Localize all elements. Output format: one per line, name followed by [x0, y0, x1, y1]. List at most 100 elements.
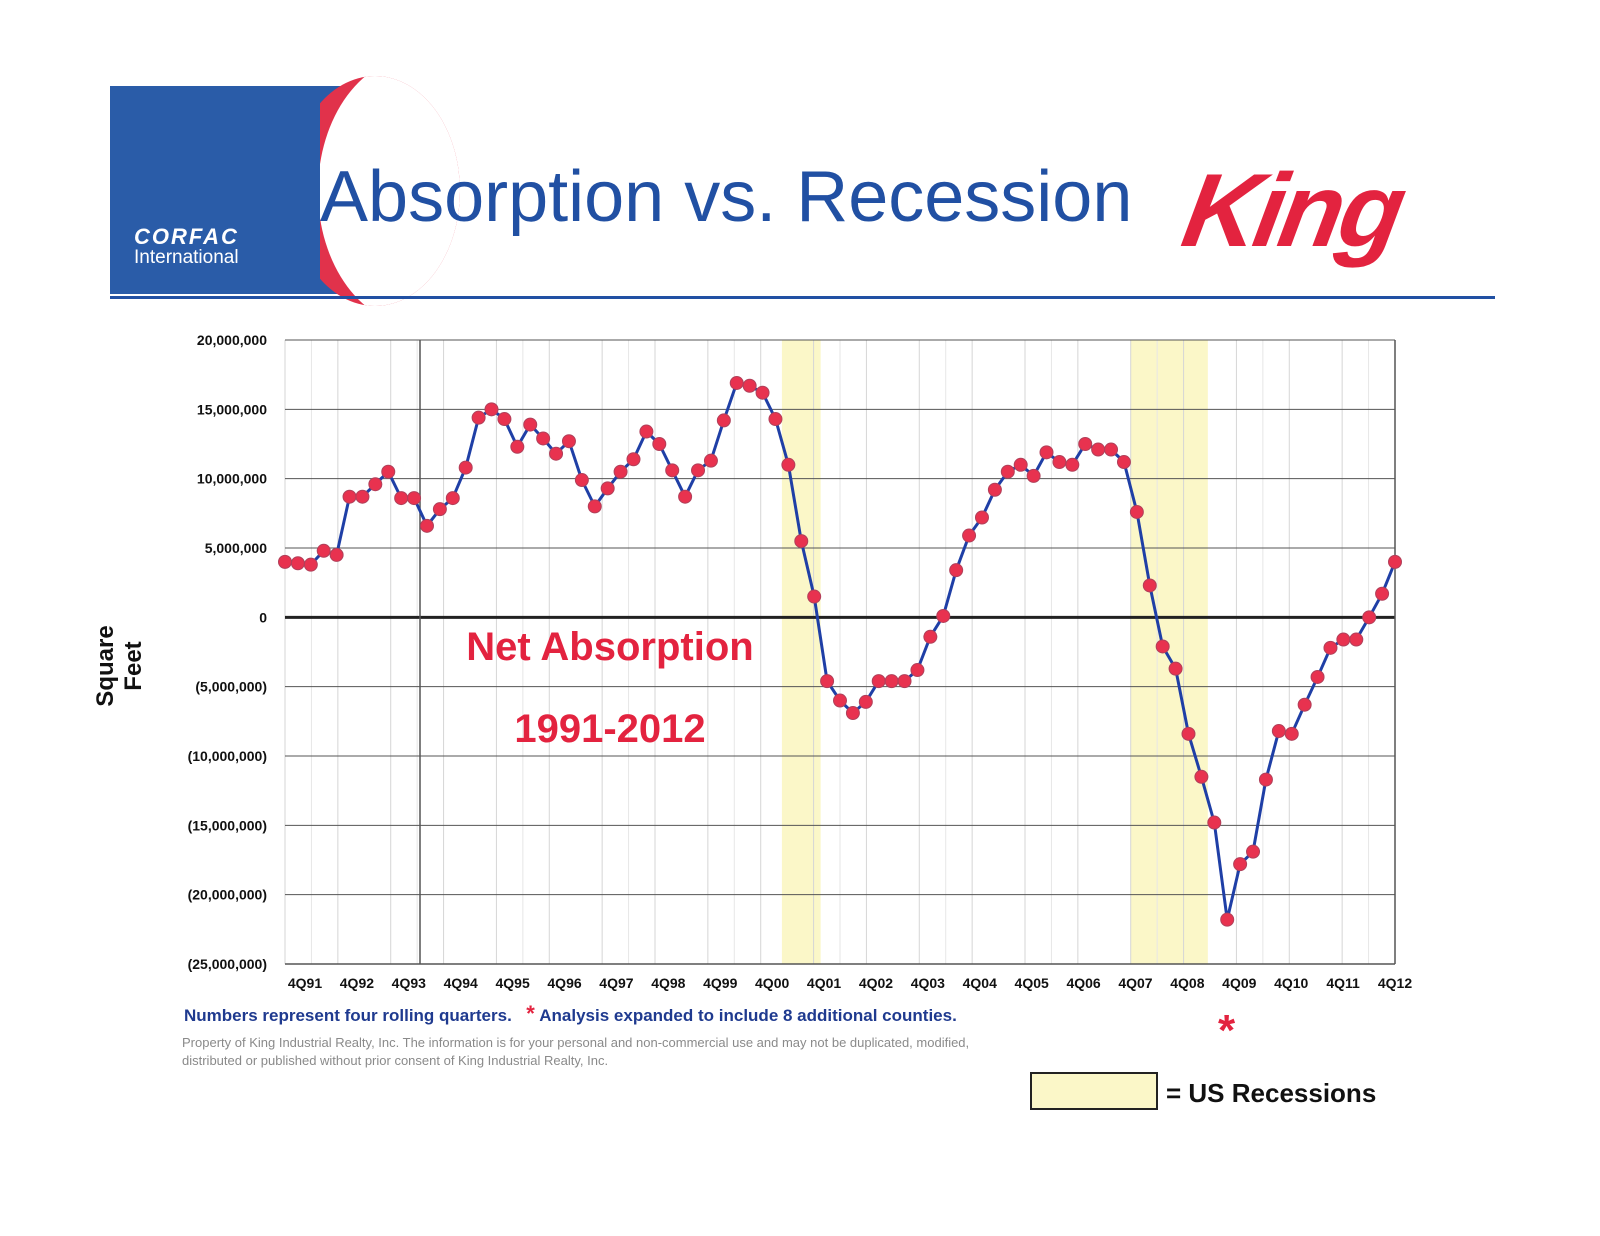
- data-point: [510, 439, 525, 454]
- y-tick-label: (25,000,000): [188, 956, 267, 972]
- data-point: [652, 437, 667, 451]
- data-point: [626, 452, 641, 467]
- data-point: [729, 375, 744, 390]
- x-tick-label: 4Q11: [1326, 975, 1360, 991]
- data-point: [987, 482, 1002, 497]
- data-point: [755, 385, 770, 400]
- data-point: [368, 477, 383, 492]
- data-point: [923, 629, 938, 644]
- data-point: [1388, 554, 1402, 569]
- data-point: [1349, 632, 1364, 647]
- legend-recession-label: = US Recessions: [1166, 1078, 1377, 1108]
- data-point: [1065, 457, 1080, 472]
- x-tick-label: 4Q06: [1066, 975, 1100, 991]
- data-point: [484, 402, 499, 417]
- corfac-logo-sub: International: [134, 247, 239, 268]
- data-point: [1155, 639, 1170, 654]
- data-point: [1258, 772, 1273, 787]
- y-tick-label: (10,000,000): [188, 748, 267, 764]
- data-point: [1142, 578, 1157, 593]
- y-tick-label: 20,000,000: [197, 332, 267, 348]
- x-tick-label: 4Q10: [1274, 975, 1308, 991]
- footnote-counties: Analysis expanded to include 8 additiona…: [539, 1006, 957, 1025]
- x-tick-label: 4Q07: [1118, 975, 1152, 991]
- x-tick-label: 4Q00: [755, 975, 789, 991]
- x-tick-label: 4Q95: [495, 975, 529, 991]
- corfac-logo-name: CORFAC: [134, 224, 239, 249]
- recession-band: [1130, 340, 1208, 964]
- recession-band: [781, 340, 821, 964]
- data-point: [974, 510, 989, 525]
- y-tick-label: 15,000,000: [197, 401, 267, 417]
- data-point: [290, 556, 305, 571]
- data-point: [419, 518, 434, 533]
- x-tick-label: 4Q99: [703, 975, 737, 991]
- x-tick-label: 4Q01: [807, 975, 841, 991]
- x-tick-label: 4Q08: [1170, 975, 1204, 991]
- data-point: [613, 464, 628, 479]
- data-point: [561, 434, 576, 449]
- data-point: [845, 706, 860, 721]
- x-tick-label: 4Q94: [444, 975, 478, 991]
- data-point: [962, 528, 977, 543]
- data-point: [600, 481, 615, 496]
- data-point: [1207, 815, 1222, 830]
- data-point: [742, 378, 757, 393]
- x-tick-label: 4Q98: [651, 975, 685, 991]
- data-point: [703, 453, 718, 468]
- data-point: [394, 491, 409, 506]
- data-point: [665, 463, 680, 478]
- x-tick-label: 4Q03: [911, 975, 945, 991]
- data-point: [807, 589, 822, 604]
- legend-star: *: [1218, 1006, 1236, 1055]
- x-tick-label: 4Q92: [340, 975, 374, 991]
- data-point: [1013, 457, 1028, 472]
- annotation-years: 1991-2012: [514, 707, 705, 751]
- data-point: [936, 608, 951, 623]
- data-point: [1181, 726, 1196, 741]
- y-tick-label: (5,000,000): [195, 679, 267, 695]
- data-point: [639, 424, 654, 439]
- x-tick-label: 4Q09: [1222, 975, 1256, 991]
- data-point: [858, 694, 873, 709]
- data-point: [1039, 445, 1054, 460]
- y-tick-label: 5,000,000: [205, 540, 267, 556]
- data-point: [1116, 455, 1131, 470]
- data-point: [587, 499, 602, 514]
- data-point: [781, 457, 796, 472]
- data-point: [1078, 437, 1093, 451]
- data-point: [445, 491, 460, 506]
- data-point: [1194, 769, 1209, 784]
- data-point: [407, 491, 422, 506]
- data-point: [1362, 610, 1377, 625]
- logo-fill: [110, 86, 320, 294]
- data-point: [768, 412, 783, 427]
- data-point: [278, 554, 292, 569]
- data-point: [1375, 586, 1390, 601]
- data-point: [1052, 455, 1067, 470]
- data-point: [1310, 669, 1325, 684]
- data-point: [1104, 442, 1119, 457]
- page-title: Absorption vs. Recession: [320, 157, 1133, 237]
- data-point: [549, 446, 564, 461]
- data-point: [1246, 844, 1261, 859]
- data-point: [458, 460, 473, 475]
- data-point: [897, 674, 912, 689]
- data-point: [497, 412, 512, 427]
- data-point: [471, 410, 486, 425]
- data-point: [355, 489, 370, 504]
- data-point: [316, 543, 331, 558]
- data-point: [1091, 442, 1106, 457]
- data-point: [381, 464, 396, 479]
- disclaimer: Property of King Industrial Realty, Inc.…: [182, 1035, 970, 1068]
- data-point: [884, 674, 899, 689]
- data-point: [329, 547, 344, 562]
- data-point: [678, 489, 693, 504]
- x-tick-label: 4Q02: [859, 975, 893, 991]
- data-point: [1220, 912, 1235, 927]
- data-point: [833, 693, 847, 708]
- header-rule: [110, 296, 1495, 299]
- header: CORFAC International Absorption vs. Rece…: [110, 76, 1495, 306]
- data-point: [1233, 857, 1248, 872]
